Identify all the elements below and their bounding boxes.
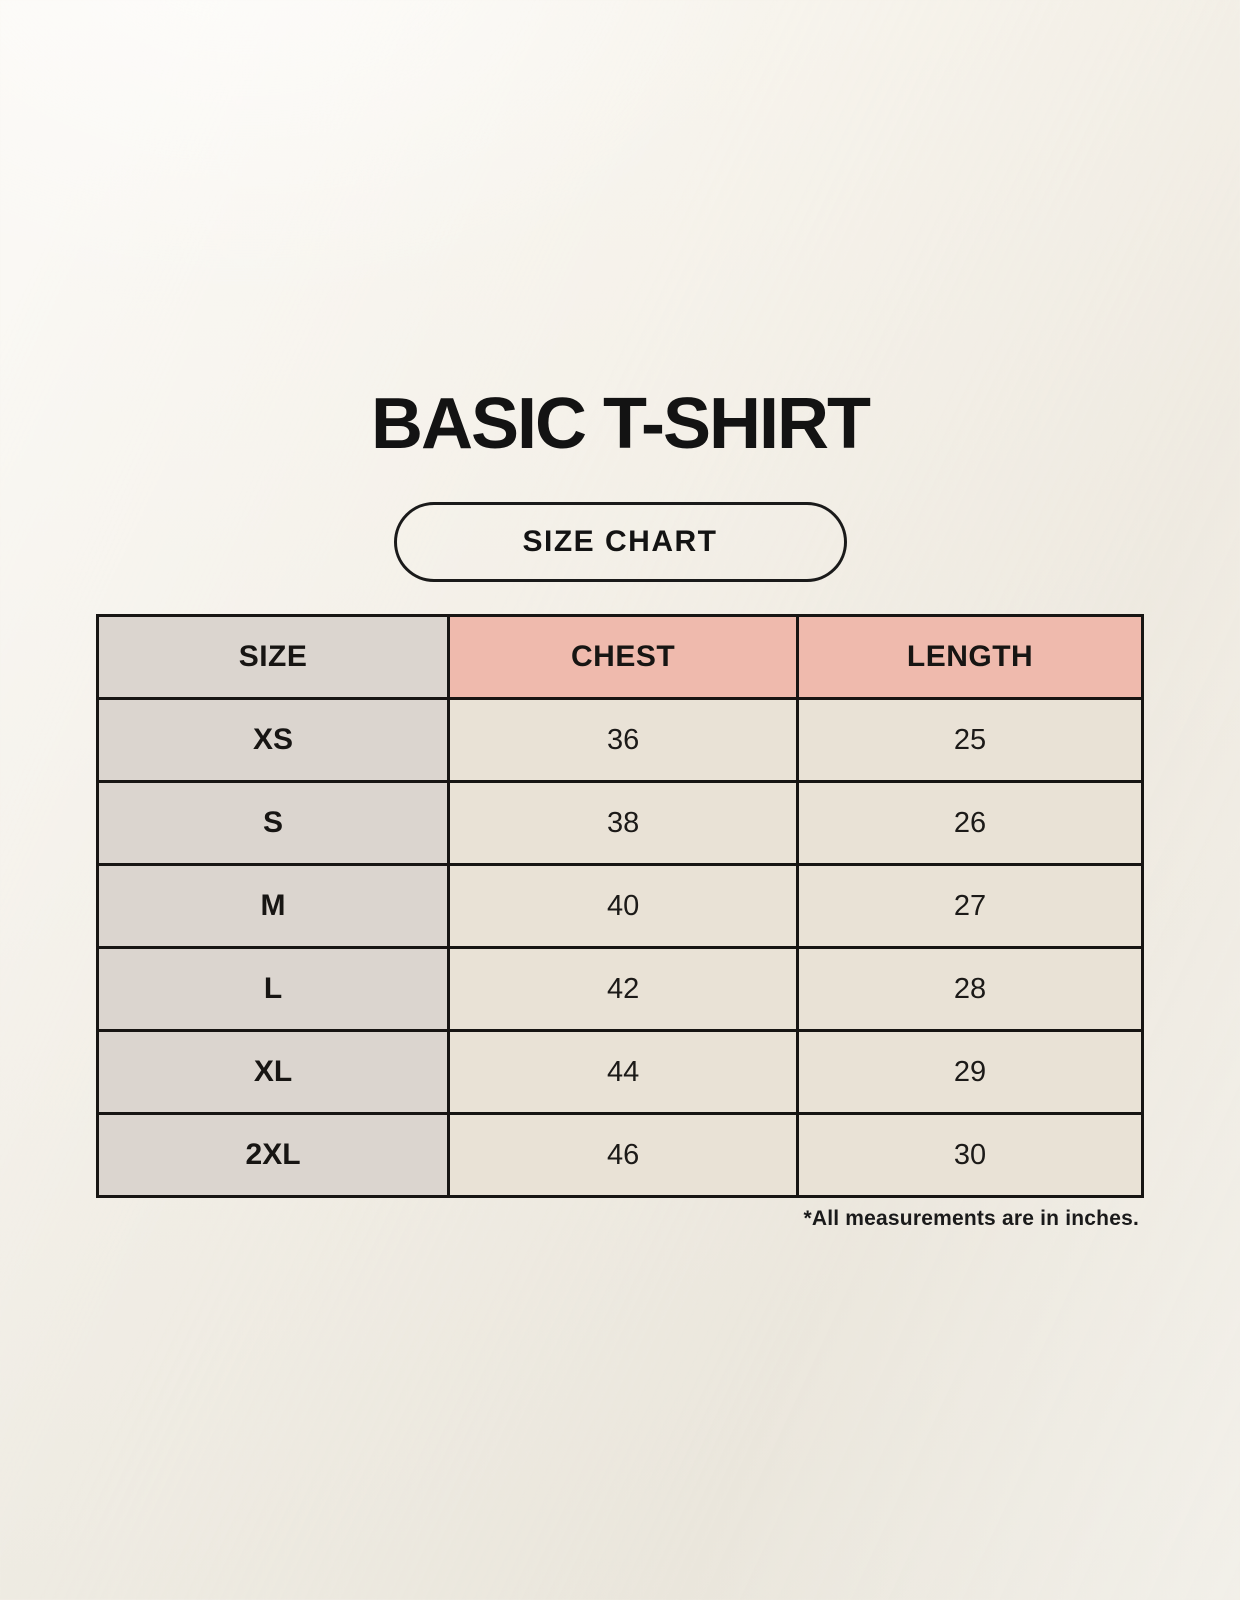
length-cell: 26 [796, 780, 1144, 866]
length-cell: 30 [796, 1112, 1144, 1198]
chest-cell: 44 [447, 1029, 800, 1115]
measurements-footnote: *All measurements are in inches. [803, 1207, 1139, 1230]
size-cell: XL [95, 1029, 451, 1115]
size-cell: S [95, 780, 451, 866]
size-chart-table: SIZE CHEST LENGTH XS 36 25 S 38 26 M 40 27 L 42 28 X… [95, 614, 1144, 1198]
length-cell: 25 [796, 697, 1144, 783]
size-chart-graphic: BASIC T-SHIRT SIZE CHART SIZE CHEST LENG… [95, 384, 1144, 1231]
size-cell: XS [95, 697, 451, 783]
size-cell: 2XL [95, 1112, 451, 1198]
column-header-chest: CHEST [447, 614, 800, 700]
chest-cell: 42 [447, 946, 800, 1032]
table-row: M 40 27 [95, 863, 1144, 949]
length-cell: 28 [796, 946, 1144, 1032]
column-header-length: LENGTH [796, 614, 1144, 700]
table-row: 2XL 46 30 [95, 1112, 1144, 1198]
size-chart-badge: SIZE CHART [393, 502, 847, 582]
length-cell: 29 [796, 1029, 1144, 1115]
length-cell: 27 [796, 863, 1144, 949]
chest-cell: 38 [447, 780, 800, 866]
product-title: BASIC T-SHIRT [370, 384, 871, 464]
chest-cell: 40 [447, 863, 800, 949]
size-cell: L [95, 946, 451, 1032]
table-row: XL 44 29 [95, 1029, 1144, 1115]
chest-cell: 46 [447, 1112, 800, 1198]
chest-cell: 36 [447, 697, 800, 783]
table-header-row: SIZE CHEST LENGTH [95, 614, 1144, 700]
size-chart-badge-label: SIZE CHART [522, 525, 718, 558]
size-cell: M [95, 863, 451, 949]
table-row: S 38 26 [95, 780, 1144, 866]
column-header-size: SIZE [95, 614, 451, 700]
table-row: XS 36 25 [95, 697, 1144, 783]
table-row: L 42 28 [95, 946, 1144, 1032]
